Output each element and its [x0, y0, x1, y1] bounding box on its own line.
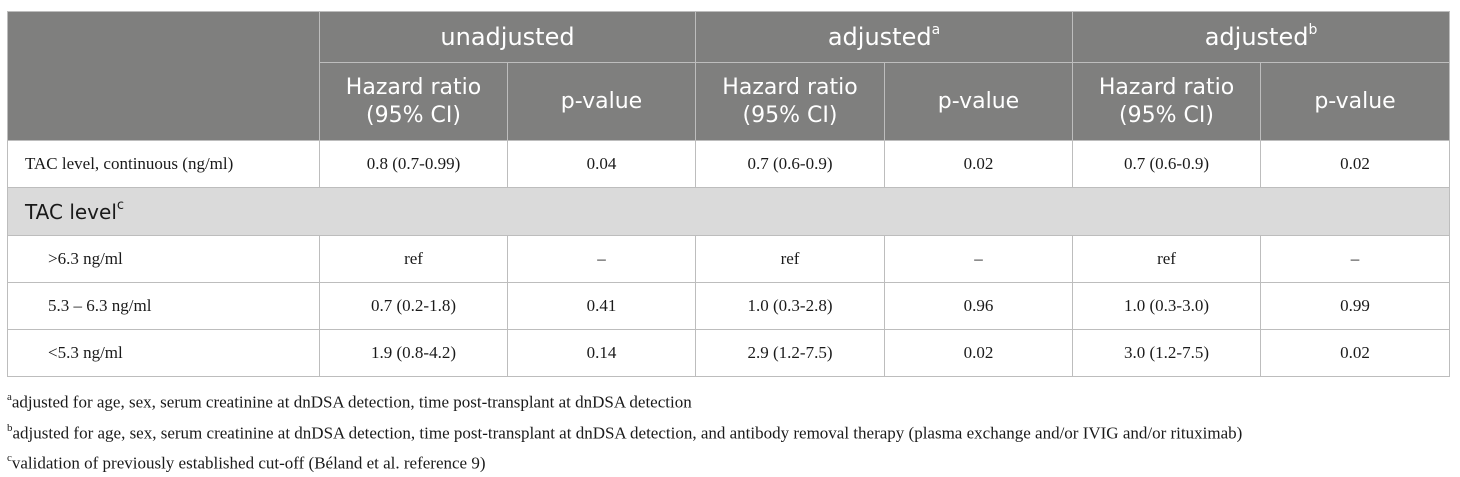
table-cell: 0.02 [883, 140, 1074, 188]
header-group-adjusted-a: adjusteda [694, 11, 1074, 63]
footnote-mark: a [7, 391, 12, 403]
footnote-mark: c [7, 452, 12, 465]
header-row-groups: unadjusted adjusteda adjustedb [7, 11, 1451, 141]
table-cell: 1.0 (0.3-2.8) [695, 282, 885, 330]
table-cell: 1.9 (0.8-4.2) [319, 329, 508, 377]
table-cell: 0.02 [1260, 329, 1451, 377]
table-cell: – [507, 235, 696, 283]
header-group-sup: b [1308, 22, 1318, 38]
header-row-sub: Hazard ratio (95% CI) p-value Hazard rati… [8, 62, 1451, 141]
table-cell: – [883, 235, 1074, 283]
header-group-label: adjusted [1204, 23, 1309, 51]
section-row: TAC levelc [6, 187, 1451, 236]
section-label: TAC levelc [6, 187, 1451, 236]
results-table-container: unadjusted adjusteda adjustedb Hazard ra… [6, 11, 1451, 477]
footnote-text: adjusted for age, sex, serum creatinine … [12, 423, 1243, 443]
table-cell: 0.7 (0.6-0.9) [695, 140, 885, 188]
table-cell: 0.04 [507, 140, 696, 188]
footnote: cvalidation of previously established cu… [7, 446, 1449, 477]
footnotes: aadjusted for age, sex, serum creatinine… [7, 385, 1449, 477]
row-label: <5.3 ng/ml [7, 329, 320, 377]
table-cell: 0.41 [507, 282, 696, 330]
hazard-ratio-table: unadjusted adjusteda adjustedb Hazard ra… [6, 11, 1451, 377]
table-cell: 0.7 (0.2-1.8) [319, 282, 508, 330]
header-hazard-ratio: Hazard ratio (95% CI) [319, 62, 508, 141]
footnote-text: validation of previously established cut… [11, 453, 486, 473]
table-cell: 1.0 (0.3-3.0) [1072, 282, 1262, 330]
table-cell: 0.99 [1260, 282, 1451, 330]
table-row: <5.3 ng/ml 1.9 (0.8-4.2) 0.14 2.9 (1.2-7… [7, 329, 1451, 377]
table-row: 5.3 – 6.3 ng/ml 0.7 (0.2-1.8) 0.41 1.0 (… [7, 282, 1451, 330]
row-label: TAC level, continuous (ng/ml) [7, 140, 320, 188]
table-cell: 0.14 [507, 329, 696, 377]
header-group-adjusted-b: adjustedb [1072, 11, 1451, 63]
row-label: >6.3 ng/ml [7, 235, 320, 283]
row-label: 5.3 – 6.3 ng/ml [7, 282, 320, 330]
header-p-value: p-value [1260, 62, 1451, 141]
table-cell: 0.96 [883, 282, 1074, 330]
section-sup: c [116, 197, 125, 213]
header-group-label: unadjusted [440, 23, 575, 51]
table-cell: 0.02 [1260, 140, 1451, 188]
table-row: >6.3 ng/ml ref – ref – ref – [7, 235, 1451, 283]
header-corner-cell [7, 11, 320, 141]
table-row: TAC level, continuous (ng/ml) 0.8 (0.7-0… [7, 140, 1451, 188]
footnote: badjusted for age, sex, serum creatinine… [7, 416, 1449, 447]
footnote-mark: b [7, 421, 13, 434]
footnote: aadjusted for age, sex, serum creatinine… [7, 385, 1449, 416]
header-p-value: p-value [507, 62, 696, 141]
header-hazard-ratio: Hazard ratio (95% CI) [695, 62, 885, 141]
header-hazard-ratio: Hazard ratio (95% CI) [1072, 62, 1262, 141]
table-cell: 0.7 (0.6-0.9) [1072, 140, 1262, 188]
header-group-unadjusted: unadjusted [319, 11, 696, 63]
table-cell: 0.02 [883, 329, 1074, 377]
header-p-value: p-value [883, 62, 1074, 141]
table-cell: 0.8 (0.7-0.99) [319, 140, 508, 188]
table-cell: ref [1072, 235, 1262, 283]
footnote-text: adjusted for age, sex, serum creatinine … [11, 392, 692, 412]
header-group-sup: a [931, 22, 941, 38]
header-group-label: adjusted [827, 23, 932, 51]
table-cell: ref [319, 235, 508, 283]
table-cell: 2.9 (1.2-7.5) [695, 329, 885, 377]
table-cell: 3.0 (1.2-7.5) [1072, 329, 1262, 377]
table-cell: – [1260, 235, 1451, 283]
table-cell: ref [695, 235, 885, 283]
